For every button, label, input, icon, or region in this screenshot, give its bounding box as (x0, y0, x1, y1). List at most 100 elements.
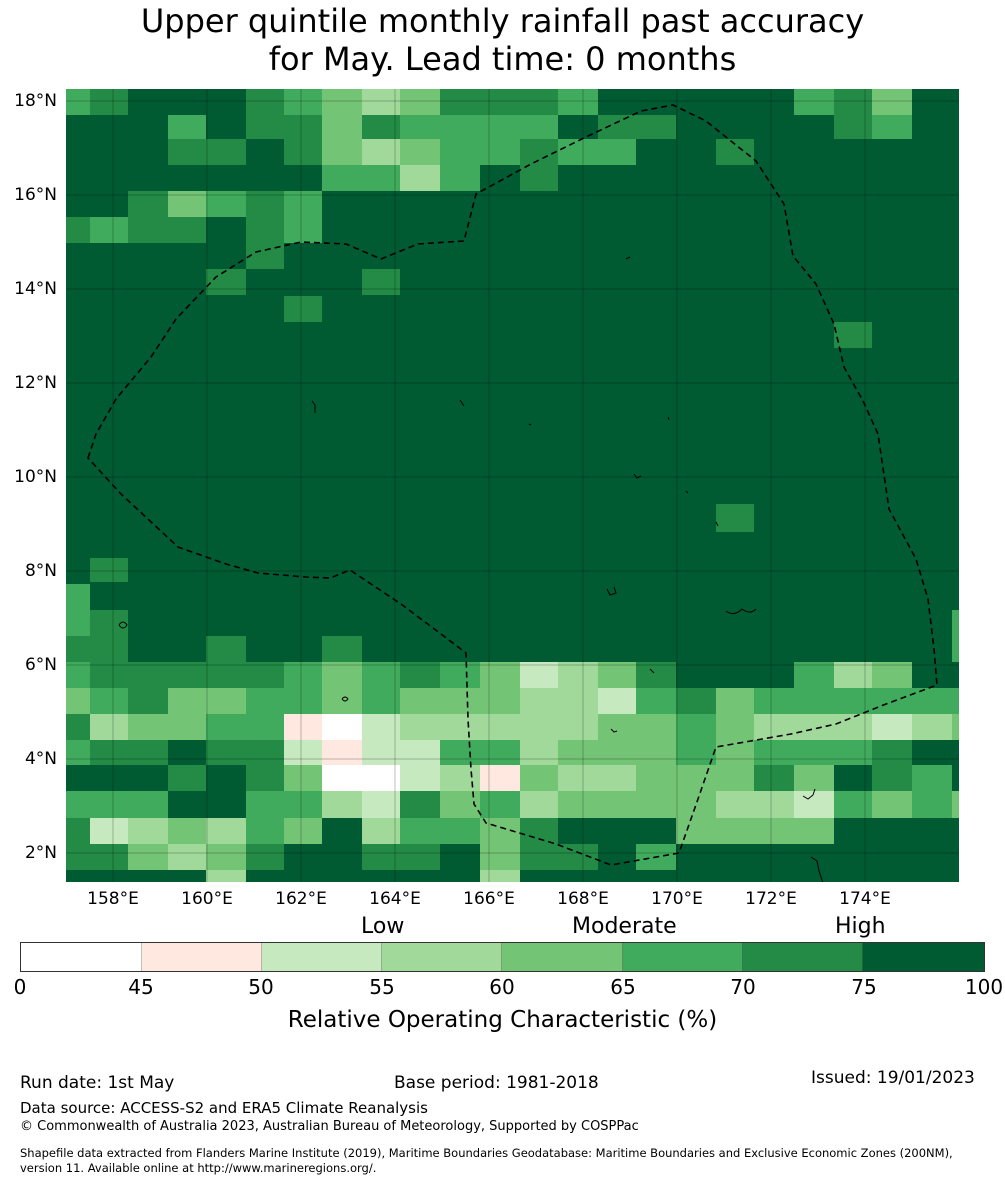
map-cell (284, 714, 322, 740)
map-cell (246, 818, 284, 844)
map-cell (206, 740, 284, 765)
map-cell (794, 662, 834, 688)
colorbar-tick-75: 75 (851, 975, 877, 999)
map-cell (168, 844, 206, 870)
map-cell (128, 217, 206, 243)
run-date: Run date: 1st May (20, 1073, 175, 1093)
lat-label-2n: 2°N (24, 843, 57, 863)
map-cell (794, 765, 834, 791)
map-cell (90, 844, 128, 870)
map-cell (322, 89, 362, 115)
map-cell (834, 89, 872, 115)
map-cell (322, 714, 362, 740)
map-cell (284, 139, 322, 165)
map-canvas (66, 89, 959, 882)
map-cell (912, 765, 952, 791)
map-cell (168, 765, 206, 791)
map-cell (322, 662, 362, 688)
map-cell (834, 791, 872, 818)
map-cell (754, 765, 794, 791)
lon-label-162e: 162°E (275, 889, 327, 909)
map-cell (66, 818, 90, 844)
shapefile-credit-line-2: version 11. Available online at http://w… (20, 1161, 377, 1175)
map-cell (362, 89, 400, 115)
map-grid-cells (66, 89, 959, 882)
map-cell (128, 662, 206, 688)
map-cell (206, 636, 246, 662)
map-cell (872, 89, 912, 115)
map-cell (872, 765, 912, 791)
map-cell (716, 504, 754, 532)
map-cell (952, 610, 959, 636)
lon-label-170e: 170°E (651, 889, 703, 909)
island-outline (341, 696, 349, 702)
island-outline (610, 728, 618, 733)
map-cell (206, 714, 284, 740)
map-cell (66, 89, 90, 115)
map-cell (558, 89, 598, 115)
map-cell (440, 139, 520, 165)
map-cell (168, 191, 206, 217)
colorbar-tick-0: 0 (13, 975, 27, 999)
map-cell (598, 662, 636, 688)
colorbar-title: Relative Operating Characteristic (%) (287, 1007, 718, 1033)
map-cell (90, 818, 128, 844)
map-cell (168, 115, 206, 139)
map-cell (400, 688, 520, 714)
island-outline (667, 416, 670, 421)
lat-label-16n: 16°N (14, 185, 57, 205)
island-outline (715, 521, 719, 527)
map-cell (440, 740, 520, 765)
colorbar-segment-70-75 (742, 943, 864, 971)
colorbar-segment-55-60 (382, 943, 502, 971)
map-cell (598, 714, 676, 740)
map-cell (322, 115, 362, 139)
map-cell (872, 740, 912, 765)
lon-label-168e: 168°E (557, 889, 609, 909)
map-cell (520, 791, 558, 818)
map-cell (716, 688, 754, 714)
title-line-2: for May. Lead time: 0 months (268, 40, 737, 78)
map-cell (754, 688, 872, 714)
map-cell (872, 662, 912, 688)
island-outline (118, 621, 128, 629)
map-cell (206, 269, 246, 295)
map-cell (716, 791, 794, 818)
lat-label-12n: 12°N (14, 373, 57, 393)
map-cell (716, 139, 754, 165)
map-cell (128, 688, 168, 714)
map-cell (794, 89, 834, 115)
map-cell (246, 765, 284, 791)
map-cell (66, 714, 90, 740)
map-cell (754, 714, 872, 740)
lat-label-4n: 4°N (24, 749, 57, 769)
map-cell (206, 662, 246, 688)
map-cell (598, 115, 676, 139)
map-cell (362, 740, 440, 765)
island-outline (685, 490, 689, 494)
map-cell (872, 791, 912, 818)
colorbar-segment-75-100 (863, 943, 984, 971)
map-cell (872, 714, 912, 740)
map-cell (400, 165, 440, 191)
map-cell (90, 688, 128, 714)
island-outline (633, 473, 642, 479)
map-cell (66, 636, 128, 662)
colorbar-segment-65-70 (622, 943, 743, 971)
map-cell (246, 217, 284, 243)
map-cell (246, 791, 322, 818)
map-cell (440, 165, 480, 191)
map-cell (362, 818, 400, 844)
colorbar-tick-70: 70 (730, 975, 756, 999)
lon-label-160e: 160°E (181, 889, 233, 909)
map-cell (66, 740, 90, 765)
map-cell (362, 269, 400, 295)
map-cell (284, 740, 322, 765)
map-cell (440, 765, 480, 791)
map-cell (912, 714, 952, 740)
map-cell (90, 714, 128, 740)
map-cell (90, 610, 128, 636)
map-cell (520, 740, 558, 765)
map-cell (520, 688, 598, 714)
map-cell (246, 191, 284, 217)
